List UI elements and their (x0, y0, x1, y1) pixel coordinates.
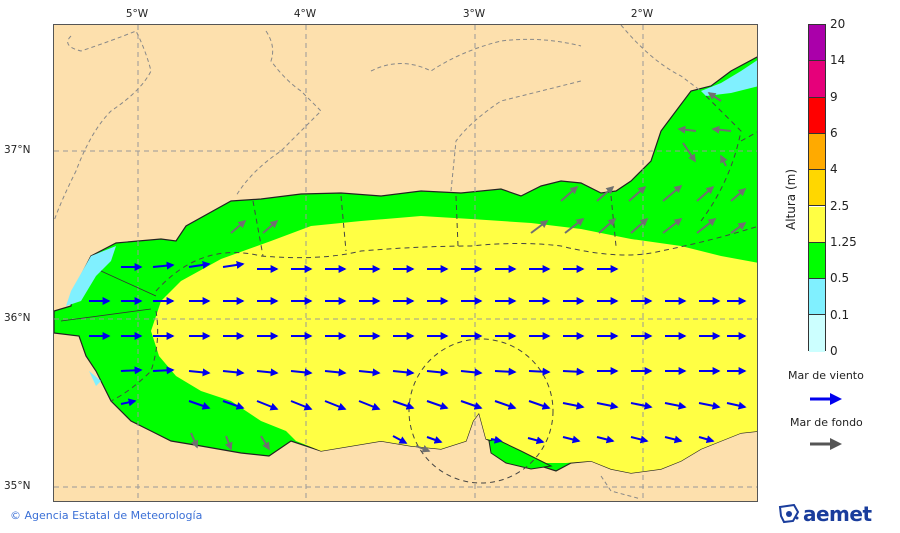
height-colorbar (808, 24, 826, 352)
colorbar-title: Altura (m) (784, 168, 798, 230)
colorbar-segment-2.5-4 (809, 170, 825, 207)
wave-map (53, 24, 758, 502)
legend-swell-label: Mar de fondo (790, 416, 863, 429)
colorbar-segment-0.1-0.5 (809, 279, 825, 316)
y-tick-37n: 37°N (4, 144, 31, 156)
colorbar-label: 6 (830, 126, 838, 140)
colorbar-label: 1.25 (830, 235, 857, 249)
y-tick-36n: 36°N (4, 312, 31, 324)
aemet-logo-icon (778, 504, 800, 524)
colorbar-label: 9 (830, 90, 838, 104)
colorbar-segment-9-14 (809, 61, 825, 98)
colorbar-segment-1.25-2.5 (809, 206, 825, 243)
colorbar-label: 14 (830, 53, 846, 67)
colorbar-label: 20 (830, 17, 846, 31)
wind-sea-arrow-icon (810, 393, 842, 405)
swell-arrow-icon (810, 438, 842, 450)
colorbar-segment-6-9 (809, 97, 825, 134)
x-tick-4w: 4°W (293, 8, 317, 20)
colorbar-label: 4 (830, 162, 838, 176)
colorbar-label: 0 (830, 344, 838, 358)
x-tick-3w: 3°W (462, 8, 486, 20)
y-tick-35n: 35°N (4, 480, 31, 492)
colorbar-label: 0.1 (830, 308, 850, 322)
aemet-logo-text: aemet (803, 502, 872, 526)
aemet-logo: aemet (778, 502, 872, 526)
colorbar-segment-4-6 (809, 133, 825, 171)
colorbar-label: 0.5 (830, 271, 850, 285)
colorbar-segment-14-20 (809, 25, 825, 62)
legend-wind-sea-label: Mar de viento (788, 369, 864, 382)
colorbar-label: 2.5 (830, 199, 850, 213)
x-tick-2w: 2°W (630, 8, 654, 20)
colorbar-segment-0-0.1 (809, 315, 825, 352)
colorbar-segment-0.5-1.25 (809, 242, 825, 280)
copyright-credit: © Agencia Estatal de Meteorología (10, 509, 203, 522)
x-tick-5w: 5°W (125, 8, 149, 20)
